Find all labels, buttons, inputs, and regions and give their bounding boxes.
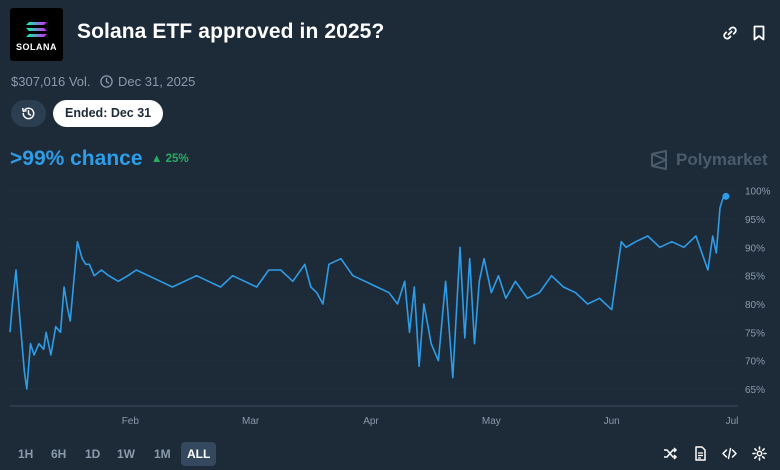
history-button[interactable] <box>11 100 46 127</box>
y-tick-label: 95% <box>745 215 765 226</box>
y-tick-label: 70% <box>745 357 765 368</box>
x-tick-label: Jun <box>604 416 620 427</box>
market-logo: SOLANA <box>10 8 63 61</box>
x-tick-label: Mar <box>242 416 260 427</box>
embed-code-icon[interactable] <box>722 446 737 461</box>
chance-change: ▲ 25% <box>151 153 189 165</box>
volume-text: $307,016 Vol. <box>11 74 91 89</box>
logo-wordmark: SOLANA <box>16 42 57 52</box>
price-chart[interactable]: 100% 95% 90% 85% 80% 75% 70% 65% Feb Mar Apr May Jun… <box>0 185 780 435</box>
range-all-button[interactable]: ALL <box>181 442 217 466</box>
last-point-marker <box>722 192 730 200</box>
y-tick-label: 75% <box>745 328 765 339</box>
brand-text: Polymarket <box>676 150 768 169</box>
chance-value: >99% chance <box>10 147 143 170</box>
clock-icon <box>100 75 113 88</box>
market-title: Solana ETF approved in 2025? <box>77 20 385 43</box>
triangle-up-icon: ▲ <box>151 153 163 165</box>
ended-status-pill[interactable]: Ended: Dec 31 <box>53 100 164 127</box>
end-date-text: Dec 31, 2025 <box>118 74 196 89</box>
link-icon[interactable] <box>721 24 739 42</box>
range-6h-button[interactable]: 6H <box>51 447 67 461</box>
chance-change-value: 25% <box>165 153 189 165</box>
history-clock-icon <box>22 107 35 120</box>
x-tick-label: Apr <box>363 416 379 427</box>
range-1d-button[interactable]: 1D <box>85 447 101 461</box>
document-icon[interactable] <box>693 446 708 461</box>
range-1m-button[interactable]: 1M <box>154 447 171 461</box>
y-tick-label: 85% <box>745 272 765 283</box>
polymarket-logo-icon <box>651 150 667 170</box>
y-tick-label: 80% <box>745 300 765 311</box>
y-tick-label: 90% <box>745 243 765 254</box>
range-1h-button[interactable]: 1H <box>18 447 34 461</box>
range-1w-button[interactable]: 1W <box>117 447 135 461</box>
series-line <box>9 195 726 390</box>
x-tick-label: Jul <box>726 416 739 427</box>
x-tick-label: Feb <box>122 416 140 427</box>
solana-logo-mark: SOLANA <box>16 22 57 52</box>
x-tick-label: May <box>482 416 501 427</box>
y-tick-label: 100% <box>745 187 771 198</box>
y-tick-label: 65% <box>745 385 765 396</box>
polymarket-watermark: Polymarket <box>650 150 768 170</box>
settings-gear-icon[interactable] <box>752 446 767 461</box>
bookmark-icon[interactable] <box>750 24 768 42</box>
shuffle-icon[interactable] <box>663 446 678 461</box>
end-date: Dec 31, 2025 <box>100 74 195 89</box>
